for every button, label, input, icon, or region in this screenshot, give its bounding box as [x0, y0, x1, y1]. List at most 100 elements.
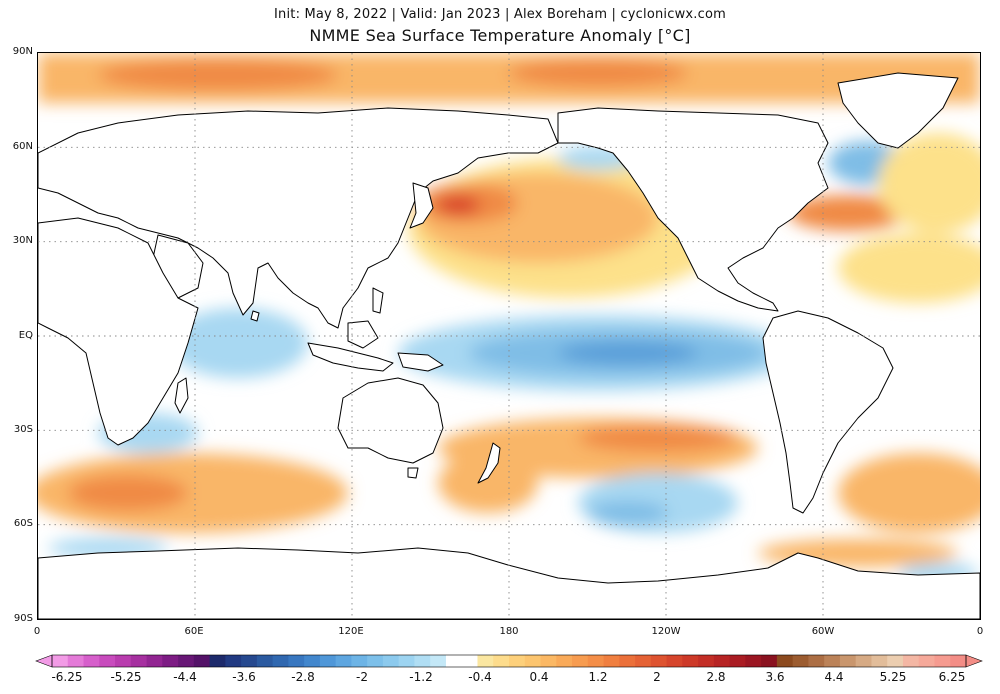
lat-label-30s: 30S [13, 424, 33, 435]
tasmania [407, 467, 419, 479]
colorbar-cell [524, 655, 541, 667]
colorbar-cell [445, 655, 463, 667]
philippines [372, 287, 384, 314]
colorbar-tick-label: -2.8 [291, 670, 315, 684]
africa [38, 217, 199, 446]
colorbar-cell [493, 655, 510, 667]
borneo [347, 320, 379, 349]
colorbar-cell [272, 655, 289, 667]
colorbar-cell [130, 655, 147, 667]
north-america [557, 107, 829, 312]
colorbar-tick-label: 5.25 [879, 670, 907, 684]
colorbar-cell [414, 655, 431, 667]
colorbar-cell [887, 655, 904, 667]
eurasia [38, 107, 559, 329]
lat-label-90n: 90N [12, 46, 33, 57]
new-guinea [397, 352, 444, 372]
lon-label-0-left: 0 [33, 626, 41, 637]
colorbar-tick-label: 6.25 [938, 670, 966, 684]
colorbar-cell [572, 655, 589, 667]
map-canvas [38, 53, 980, 619]
indonesia [307, 342, 394, 372]
northwest-atlantic-warm [788, 195, 908, 231]
colorbar-cell [288, 655, 305, 667]
colorbar-cell [67, 655, 84, 667]
colorbar-cell [587, 655, 604, 667]
south-atlantic-warm [838, 453, 980, 533]
colorbar-cell [918, 655, 935, 667]
new-zealand [477, 442, 501, 484]
colorbar-tick-label: -6.25 [51, 670, 83, 684]
colorbar-tick-label: 1.2 [588, 670, 608, 684]
lon-label-180: 180 [499, 626, 519, 637]
colorbar-cell [635, 655, 652, 667]
colorbar-cell [351, 655, 368, 667]
madagascar [174, 377, 189, 414]
japan [409, 182, 434, 229]
australia [337, 377, 444, 464]
colorbar-tick-label: -3.6 [232, 670, 256, 684]
colorbar-cell [619, 655, 636, 667]
arctic-warm-core [98, 59, 338, 91]
colorbar-cell [776, 655, 794, 667]
colorbar-cell [162, 655, 179, 667]
south-america [762, 310, 894, 514]
colorbar-cell [382, 655, 400, 667]
colorbar-cell [209, 655, 226, 667]
colorbar-cell [603, 655, 620, 667]
colorbar-cell [509, 655, 526, 667]
colorbar-cell [824, 655, 841, 667]
south-pacific-cool [578, 473, 738, 533]
colorbar-tick-label: 0.4 [529, 670, 549, 684]
colorbar-tick-label: 2 [653, 670, 661, 684]
colorbar-cell [540, 655, 557, 667]
colorbar-cell [666, 655, 683, 667]
colorbar-cell [193, 655, 210, 667]
colorbar-cell [729, 655, 746, 667]
greenland [837, 72, 959, 149]
lat-label-30n: 30N [12, 235, 33, 246]
chart-title: NMME Sea Surface Temperature Anomaly [°C… [309, 26, 691, 45]
south-atlantic-indian-warm [38, 453, 348, 533]
colorbar-tick-label: 4.4 [824, 670, 844, 684]
lat-label-eq: EQ [18, 330, 33, 341]
colorbar-cell [650, 655, 667, 667]
graticule [38, 53, 980, 619]
lat-label-60n: 60N [12, 141, 33, 152]
colorbar-cell [335, 655, 352, 667]
tropical-pacific-cool-core [558, 341, 698, 365]
colorbar-min-arrow [35, 654, 53, 668]
lon-label-120w: 120W [651, 626, 681, 637]
colorbar-cell [792, 655, 809, 667]
colorbar-cell [902, 655, 920, 667]
lon-label-120e: 120E [338, 626, 364, 637]
colorbar-tick-label: -2 [356, 670, 368, 684]
colorbar-cell [934, 655, 951, 667]
colorbar-cell [556, 655, 573, 667]
lat-label-90s: 90S [13, 613, 33, 624]
colorbar-cell [430, 655, 447, 667]
colorbar-cell [115, 655, 132, 667]
lon-label-0-right: 0 [976, 626, 984, 637]
tasman-warm [438, 453, 538, 513]
arctic-warm-core-2 [508, 59, 688, 87]
colorbar-cell [855, 655, 872, 667]
colorbar-cell [950, 655, 967, 667]
south-indian-warm-core [68, 475, 188, 511]
colorbar-tick-label: -5.25 [110, 670, 142, 684]
colorbar-cell [682, 655, 699, 667]
colorbar-max-arrow [965, 654, 983, 668]
colorbar-cell [745, 655, 762, 667]
colorbar-cell [304, 655, 321, 667]
colorbar-cell [99, 655, 116, 667]
colorbar-cell [178, 655, 195, 667]
colorbar-cell [871, 655, 888, 667]
indian-ocean-cool [168, 308, 308, 378]
south-pacific-warm-core [578, 424, 738, 452]
southeast-pacific-cool [588, 501, 668, 525]
lon-label-60e: 60E [184, 626, 204, 637]
colorbar-cell [461, 655, 478, 667]
lon-label-60w: 60W [811, 626, 835, 637]
sri-lanka [250, 310, 260, 322]
colorbar-cell [477, 655, 494, 667]
